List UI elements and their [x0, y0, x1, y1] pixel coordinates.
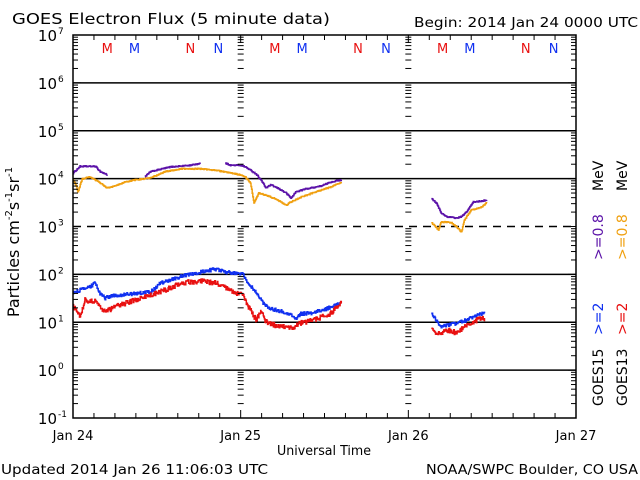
y-tick-label-exponent: 5 [58, 123, 64, 133]
marker-n-goes13: N [521, 42, 531, 57]
marker-n-goes15: N [213, 42, 223, 57]
marker-m-goes15: M [129, 42, 140, 57]
y-tick-label-base: 10 [38, 123, 57, 141]
y-axis-title-unit-sr: sr [4, 176, 23, 191]
y-axis-title-exp-sr: -1 [4, 167, 15, 177]
series-line-goes15-0p8mev-segment-0 [72, 165, 108, 176]
series-line-goes15-0p8mev-segment-3 [431, 197, 488, 220]
y-tick-label-base: 10 [38, 171, 57, 189]
updated-timestamp: Updated 2014 Jan 26 11:06:03 UTC [1, 463, 268, 478]
y-tick-label-base: 10 [38, 75, 57, 93]
x-tick-label: Jan 24 [52, 429, 94, 444]
begin-time-label: Begin: 2014 Jan 24 0000 UTC [414, 16, 638, 31]
plot-frame [72, 34, 577, 419]
y-tick-label-base: 10 [38, 27, 57, 45]
axis-ticks [72, 35, 577, 419]
marker-n-goes15: N [549, 42, 559, 57]
series-line-goes13-0p8mev-segment-0 [72, 167, 343, 206]
y-tick-label-base: 10 [38, 314, 57, 332]
legend-satellite-goes13: GOES13 [615, 349, 631, 406]
legend-low-energy-goes13: >=0.8 [615, 214, 631, 260]
y-axis-title-exp-s: -1 [4, 192, 15, 202]
series-line-goes13-2mev-segment-1 [431, 315, 486, 336]
y-axis-title: Particles cm-2s-1sr-1 [4, 167, 23, 317]
y-tick-label-exponent: 1 [58, 314, 64, 324]
series-line-goes15-0p8mev-segment-2 [225, 162, 343, 200]
chart-title: GOES Electron Flux (5 minute data) [12, 10, 330, 28]
gridlines [73, 82, 576, 371]
x-tick-label: Jan 26 [387, 429, 429, 444]
marker-m-goes15: M [464, 42, 475, 57]
legend: GOES15 >=2 >=0.8 MeV GOES13 >=2 >=0.8 Me… [591, 160, 631, 406]
legend-high-energy-goes13: >=2 [615, 303, 631, 335]
y-axis-title-prefix: Particles [4, 245, 23, 318]
y-tick-label-exponent: 2 [58, 266, 64, 276]
legend-unit-goes13: MeV [615, 160, 631, 191]
marker-m-goes13: M [102, 42, 113, 57]
series-line-goes13-2mev-segment-0 [72, 278, 343, 331]
y-tick-label-base: 10 [38, 410, 57, 428]
series-line-goes15-2mev-segment-1 [431, 311, 486, 329]
marker-m-goes15: M [297, 42, 308, 57]
y-tick-label-base: 10 [38, 362, 57, 380]
y-axis-title-unit-cm: cm [4, 220, 23, 244]
y-tick-label-base: 10 [38, 266, 57, 284]
x-tick-label: Jan 27 [555, 429, 597, 444]
x-tick-labels: Jan 24 Jan 25 Jan 26 Jan 27 [52, 429, 597, 444]
y-tick-label-exponent: 4 [58, 171, 64, 181]
marker-m-goes13: M [269, 42, 280, 57]
y-tick-label-exponent: -1 [58, 410, 67, 420]
y-tick-label-exponent: 7 [58, 27, 64, 37]
y-axis-title-exp-cm: -2 [4, 210, 15, 220]
legend-column-goes13: GOES13 >=2 >=0.8 MeV [615, 160, 631, 406]
marker-m-goes13: M [437, 42, 448, 57]
legend-satellite-goes15: GOES15 [591, 349, 607, 406]
marker-n-goes15: N [381, 42, 391, 57]
y-tick-label-exponent: 6 [58, 75, 64, 85]
y-tick-label-base: 10 [38, 219, 57, 237]
y-tick-label-exponent: 3 [58, 219, 64, 229]
credit-label: NOAA/SWPC Boulder, CO USA [426, 463, 638, 478]
x-tick-label: Jan 25 [219, 429, 261, 444]
series-line-goes13-0p8mev-segment-1 [431, 202, 488, 233]
x-axis-title: Universal Time [277, 444, 371, 459]
legend-high-energy-goes15: >=2 [591, 303, 607, 335]
y-axis-title-unit-s: s [4, 202, 23, 210]
marker-n-goes13: N [185, 42, 195, 57]
series-line-goes15-0p8mev-segment-1 [144, 162, 201, 178]
series-line-goes15-2mev-segment-0 [72, 267, 342, 320]
data-series [72, 162, 488, 336]
legend-column-goes15: GOES15 >=2 >=0.8 MeV [591, 160, 607, 406]
legend-low-energy-goes15: >=0.8 [591, 214, 607, 260]
y-tick-label-exponent: 0 [58, 362, 64, 372]
legend-unit-goes15: MeV [591, 160, 607, 191]
marker-n-goes13: N [353, 42, 363, 57]
